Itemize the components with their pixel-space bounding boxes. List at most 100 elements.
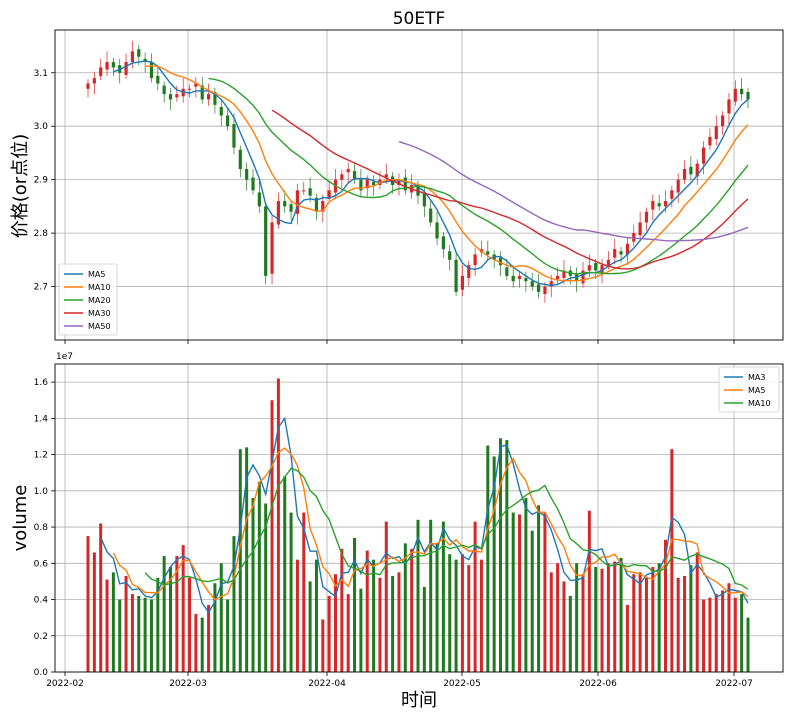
candle-body [721,115,725,127]
volume-bar [194,614,198,672]
volume-bar [632,574,636,672]
candle-body [187,88,192,90]
candle-body [460,275,465,290]
volume-bar [340,548,344,672]
volume-bar [188,577,192,672]
candle-body [111,62,115,68]
volume-bar [378,577,382,672]
volume-bar [708,597,712,672]
volume-bar [638,572,642,672]
volume-bar [537,505,541,672]
candle-body [746,92,750,100]
candle-body [289,204,293,212]
volume-bar [568,595,572,672]
volume-bar [625,604,629,672]
price-ma50-line [398,140,749,242]
x-axis-label: 时间 [401,690,437,711]
candle-body [92,78,96,84]
candle-body [486,251,490,255]
candle-body [276,201,280,225]
candle-body [340,174,344,180]
candle-body [238,149,242,169]
volume-bar [644,577,648,672]
legend-entry: MA10 [748,399,771,408]
volume-bar [162,556,166,672]
candle-body [365,179,369,189]
candle-body [543,286,547,295]
candle-body [435,222,439,239]
candle-body [657,203,661,207]
volume-bar [264,503,268,672]
candle-body [524,278,528,282]
candle-body [124,62,128,75]
volume-bar [169,566,172,672]
volume-bar [359,588,363,672]
volume-bar [670,449,674,672]
volume-bar [429,519,433,672]
volume-bar [137,595,141,672]
candle-body [200,85,204,100]
candle-body [530,281,534,287]
volume-bar [86,536,90,672]
volume-bar [232,536,236,672]
candle-body [663,201,668,207]
legend-entry: MA10 [88,283,111,292]
volume-bar [702,599,706,672]
candle-body [536,284,541,292]
volume-bar [92,552,96,672]
volume-bars [86,378,750,672]
volume-bar [372,559,376,672]
candle-body [638,222,642,236]
volume-bar [657,563,661,672]
volume-ma5-line [112,447,749,601]
volume-bar [111,572,115,672]
price-ma10-line [145,65,749,282]
price-y-tick-label: 2.8 [34,229,49,239]
volume-bar [473,521,477,672]
volume-bar [397,572,401,672]
volume-bar [149,599,153,672]
volume-bar [479,559,483,672]
candle-body [371,181,376,185]
x-tick-label: 2022-07 [715,679,753,689]
candle-body [346,168,350,173]
volume-bar [683,575,687,672]
volume-bar [524,498,528,672]
volume-bar [156,577,160,672]
volume-scale-label: 1e7 [56,352,73,362]
candle-body [206,94,211,100]
volume-bar [619,557,623,672]
volume-y-tick-label: 1.0 [34,487,49,497]
volume-bar [695,552,699,672]
volume-bar [143,597,147,672]
candle-body [283,201,287,207]
volume-bar [556,563,560,672]
volume-bar [270,400,274,672]
volume-bar [391,575,395,672]
legend-entry: MA5 [748,386,765,395]
candle-body [156,75,160,84]
candle-body [701,147,706,164]
volume-bar [219,563,223,672]
volume-bar [594,566,598,672]
volume-bar [365,550,369,672]
price-ma30-line [271,109,749,270]
candle-body [162,85,166,95]
candle-body [714,126,718,140]
volume-bar [486,445,490,672]
candle-body [168,94,173,100]
candle-body [644,211,649,223]
volume-legend: MA3 MA5 MA10 [718,366,780,413]
candle-body [130,51,135,63]
candle-body [105,62,109,70]
price-plot-frame [54,29,784,341]
legend-entry: MA30 [88,309,111,318]
volume-bar [689,565,693,672]
candle-body [251,177,255,191]
volume-y-tick-label: 1.6 [34,378,49,388]
volume-bar [435,543,439,672]
candle-body [264,206,268,276]
candle-body [441,236,445,250]
candle-body [727,99,731,114]
